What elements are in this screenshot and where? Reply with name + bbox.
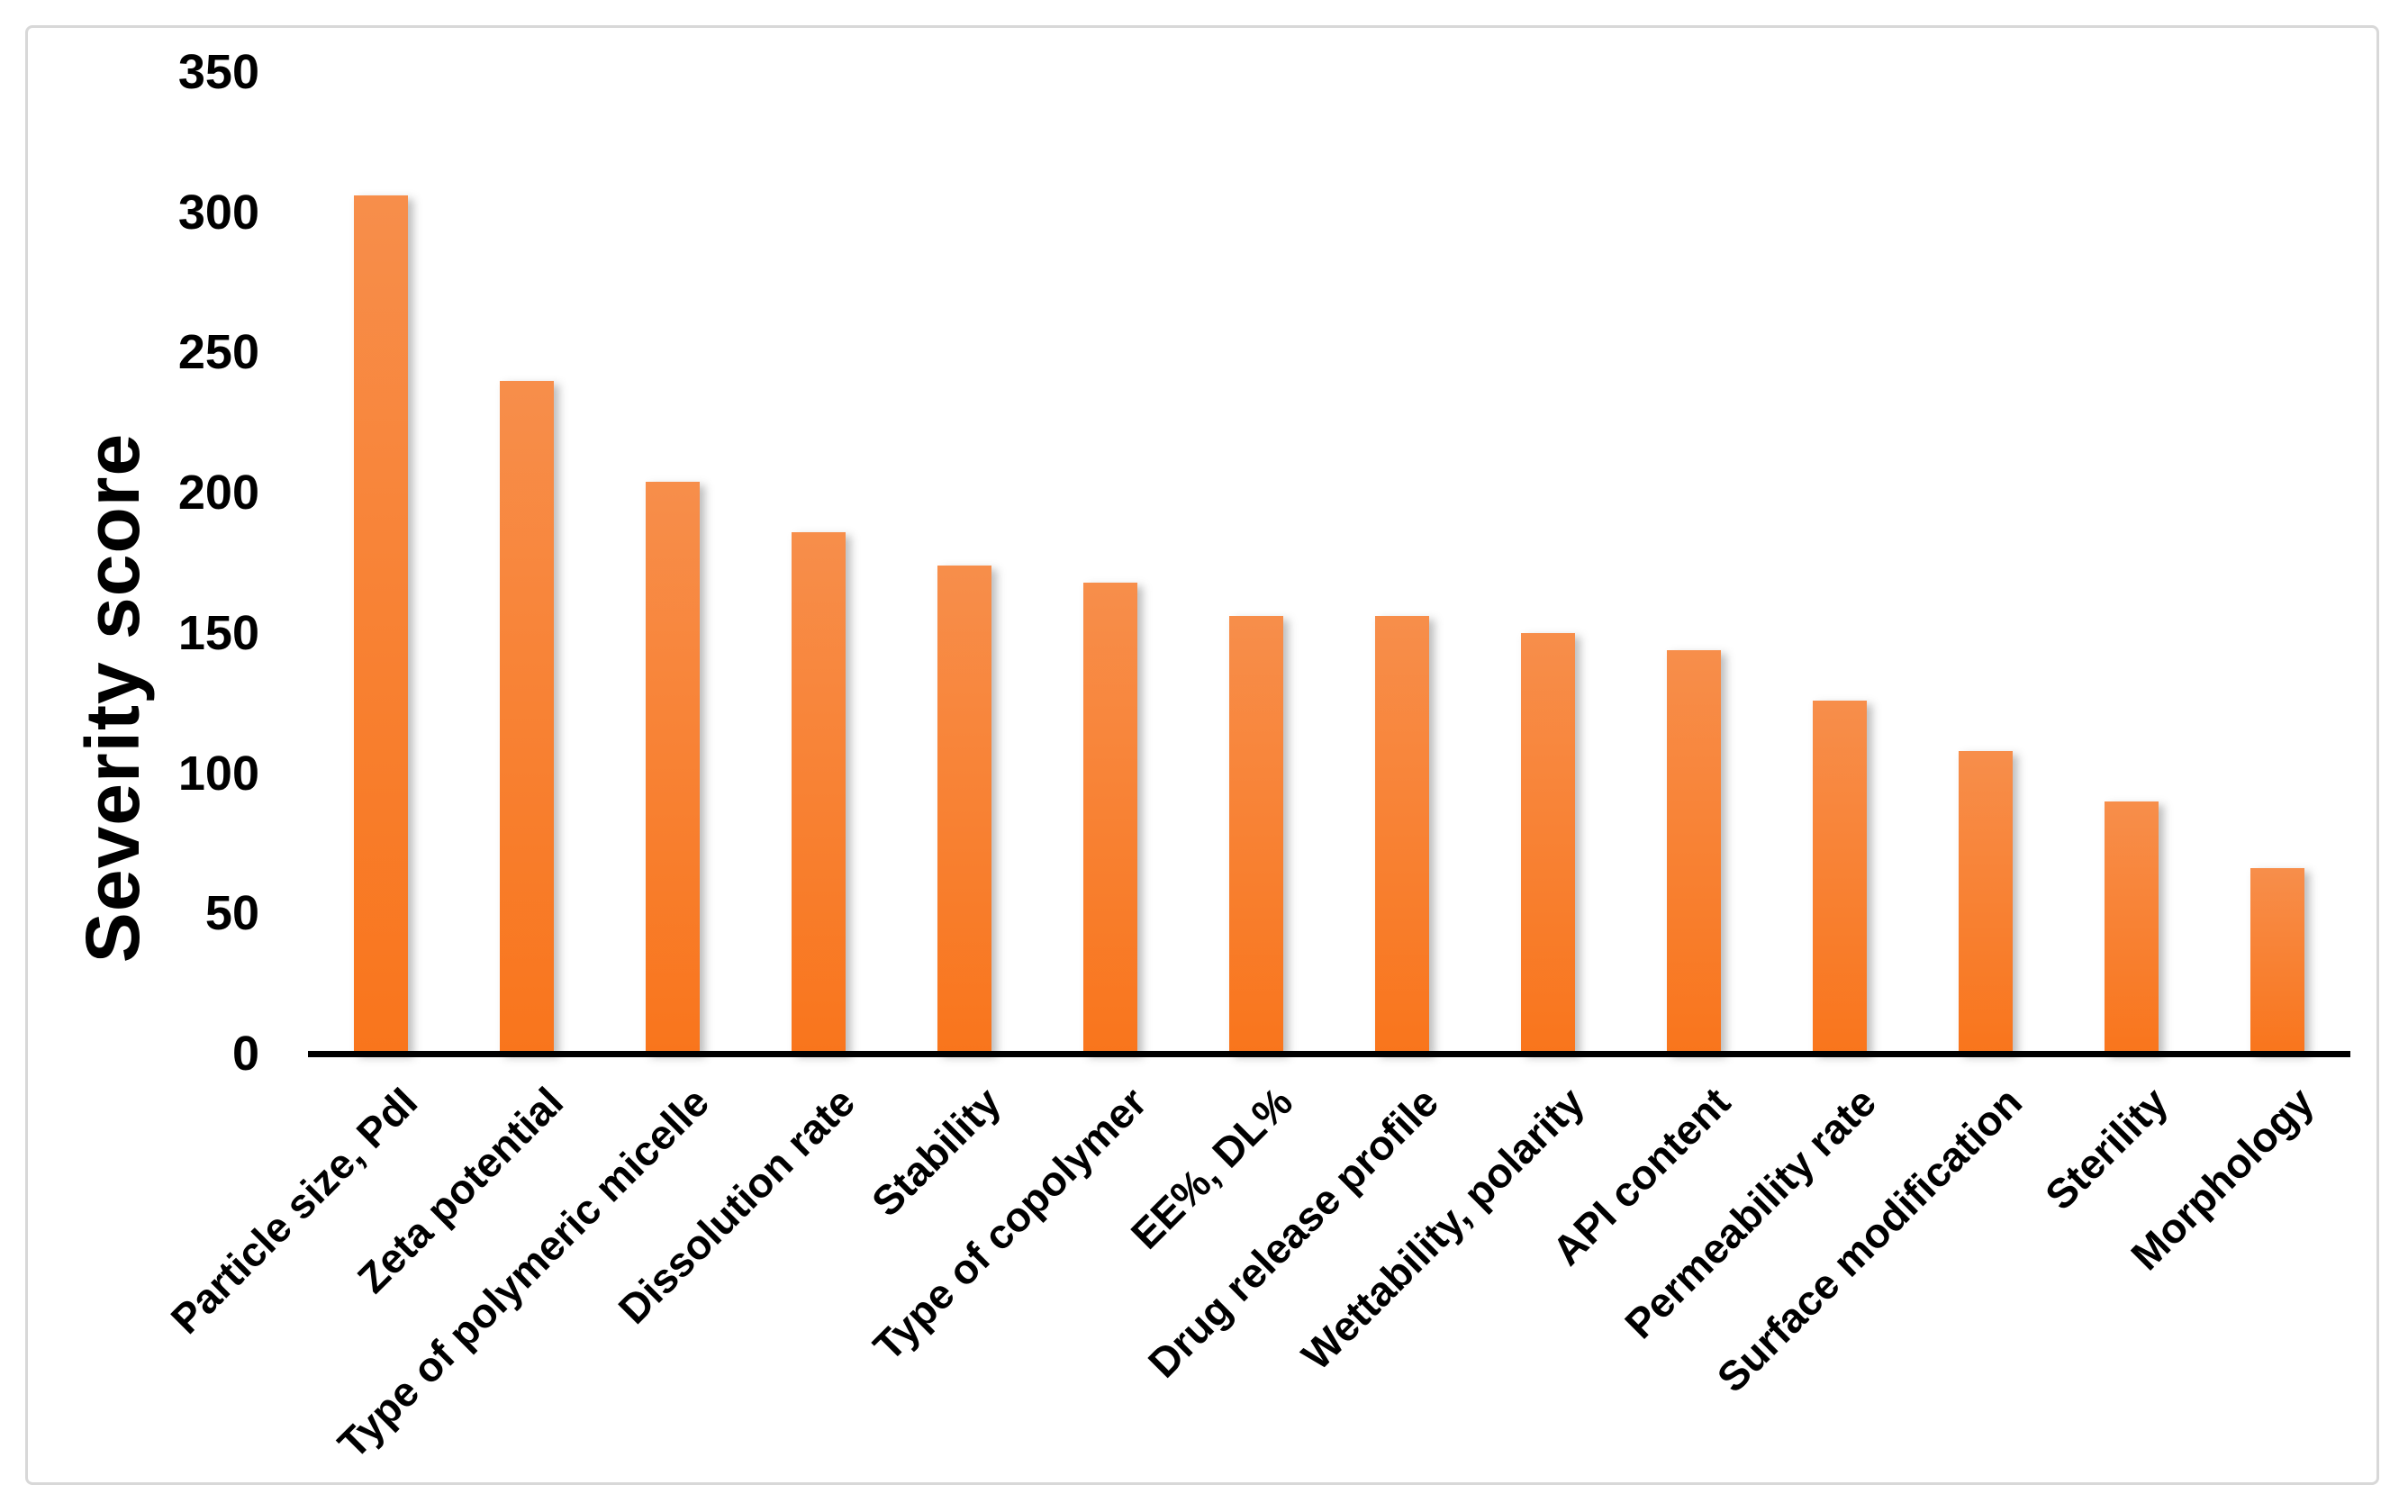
bar bbox=[2250, 868, 2304, 1054]
bar bbox=[1521, 632, 1575, 1054]
bar bbox=[1813, 700, 1867, 1054]
x-axis-line bbox=[308, 1051, 2350, 1057]
y-tick-label: 150 bbox=[177, 605, 259, 660]
y-tick-label: 200 bbox=[177, 466, 259, 521]
y-tick-label: 0 bbox=[231, 1027, 259, 1081]
y-tick-label: 250 bbox=[177, 325, 259, 380]
y-tick-label: 50 bbox=[204, 886, 259, 941]
bar bbox=[1375, 616, 1429, 1054]
bar bbox=[792, 531, 846, 1054]
bar bbox=[937, 566, 991, 1054]
bar bbox=[2105, 801, 2159, 1054]
y-tick-label: 300 bbox=[177, 185, 259, 240]
bar bbox=[646, 481, 700, 1054]
bar bbox=[354, 195, 408, 1054]
bar bbox=[1959, 750, 2013, 1054]
y-tick-label: 350 bbox=[177, 45, 259, 99]
bar bbox=[500, 380, 554, 1054]
bar bbox=[1083, 582, 1137, 1054]
bar bbox=[1229, 616, 1283, 1054]
bar bbox=[1667, 649, 1721, 1054]
y-tick-label: 100 bbox=[177, 746, 259, 801]
